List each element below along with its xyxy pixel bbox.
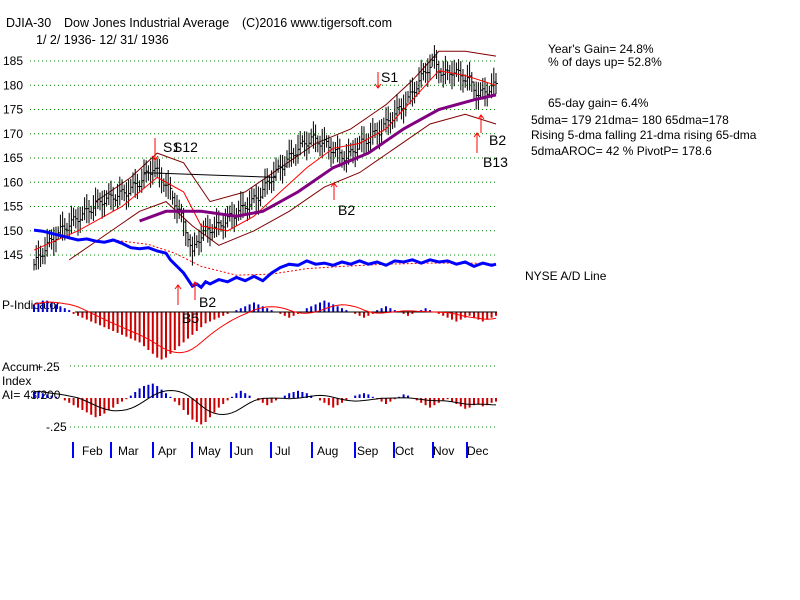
y-tick-155: 155 <box>3 200 23 214</box>
month-label-feb: Feb <box>82 444 103 458</box>
accum-upper-tick: +.25 <box>36 360 60 374</box>
price-axis-labels: 145 150 155 160 165 170 175 180 185 <box>3 54 23 262</box>
moving-averages <box>33 70 497 251</box>
month-label-jun: Jun <box>234 444 253 458</box>
ad-line-label: NYSE A/D Line <box>525 269 607 283</box>
month-label-jul: Jul <box>275 444 290 458</box>
signal-arrowhead <box>374 83 382 89</box>
month-label-sep: Sep <box>357 444 379 458</box>
signal-arrowhead <box>477 114 485 120</box>
price-bars <box>33 45 498 271</box>
ma65-line <box>139 93 497 223</box>
p-indicator-panel <box>33 300 497 360</box>
signal-label-b2: B2 <box>199 294 216 310</box>
chart-symbol: DJIA-30 <box>6 16 51 30</box>
ad-line <box>33 228 497 290</box>
month-label-dec: Dec <box>467 444 488 458</box>
accum-index-panel <box>33 383 497 425</box>
y-tick-185: 185 <box>3 54 23 68</box>
p-indicator-label: P-Indicator <box>2 298 60 312</box>
aroc-pivot: 5dmaAROC= 42 % PivotP= 178.6 <box>531 144 712 158</box>
signal-arrowhead <box>151 155 159 161</box>
accum-index-ma <box>33 389 497 416</box>
years-gain: Year's Gain= 24.8% <box>548 42 654 56</box>
chart-copyright: (C)2016 www.tigersoft.com <box>242 16 392 30</box>
month-label-aug: Aug <box>317 444 338 458</box>
signal-label-b13: B13 <box>483 154 508 170</box>
signal-arrowhead <box>174 284 182 290</box>
p-indicator-ma <box>33 301 497 354</box>
accum-lower-tick: -.25 <box>46 420 67 434</box>
signal-label-b5: B5 <box>182 310 199 326</box>
signal-arrowhead <box>473 132 481 138</box>
month-label-apr: Apr <box>158 444 177 458</box>
y-tick-160: 160 <box>3 175 23 189</box>
y-tick-145: 145 <box>3 248 23 262</box>
y-tick-150: 150 <box>3 224 23 238</box>
y-tick-165: 165 <box>3 151 23 165</box>
signal-label-s1: S1 <box>381 69 398 85</box>
ma21-line <box>33 70 497 251</box>
accum-label-3: AI= 43/200 <box>2 388 61 402</box>
signal-label-s12: S12 <box>173 139 198 155</box>
month-label-nov: Nov <box>433 444 454 458</box>
signal-arrowhead <box>191 281 199 287</box>
chart-date-range: 1/ 2/ 1936- 12/ 31/ 1936 <box>36 33 169 47</box>
accum-label-2: Index <box>2 374 31 388</box>
accum-label-1: Accum <box>2 360 39 374</box>
resistance-trendline <box>143 172 277 178</box>
month-axis: Feb Mar Apr May Jun Jul Aug Sep Oct Nov Dec <box>72 442 488 458</box>
dma-values: 5dma= 179 21dma= 180 65dma=178 <box>531 113 729 127</box>
lower-band-line <box>68 113 497 261</box>
dma-trend: Rising 5-dma falling 21-dma rising 65-dm… <box>531 128 757 142</box>
month-label-may: May <box>198 444 221 458</box>
chart-index-name: Dow Jones Industrial Average <box>64 16 229 30</box>
y-tick-170: 170 <box>3 127 23 141</box>
month-label-oct: Oct <box>395 444 414 458</box>
signal-label-b2: B2 <box>489 132 506 148</box>
ad-line-panel <box>33 228 497 290</box>
signal-label-b2: B2 <box>338 202 355 218</box>
signal-arrowhead <box>330 182 338 188</box>
y-tick-175: 175 <box>3 103 23 117</box>
pct-days-up: % of days up= 52.8% <box>548 55 662 69</box>
y-tick-180: 180 <box>3 78 23 92</box>
gain-65day: 65-day gain= 6.4% <box>548 96 649 110</box>
signal-label-s1: S1 <box>163 139 180 155</box>
month-label-mar: Mar <box>118 444 139 458</box>
